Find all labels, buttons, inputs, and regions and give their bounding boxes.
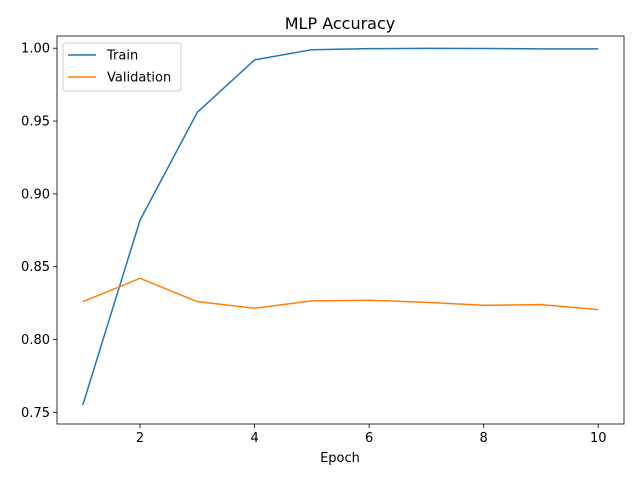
y-tick-label: 0.80: [21, 333, 50, 348]
y-tick-label: 1.00: [21, 42, 50, 57]
y-tick-label: 0.85: [21, 260, 50, 275]
y-axis: 0.75 0.80 0.85 0.90 0.95 1.00: [21, 42, 57, 421]
x-axis-label: Epoch: [320, 451, 360, 466]
x-tick-label: 2: [136, 431, 144, 446]
y-tick-label: 0.90: [21, 187, 50, 202]
x-tick-label: 8: [480, 431, 488, 446]
x-tick-label: 4: [250, 431, 258, 446]
plot-area: [56, 35, 625, 425]
x-tick-label: 6: [365, 431, 373, 446]
x-axis: 2 4 6 8 10: [136, 424, 607, 446]
series-line-validation: [82, 277, 599, 311]
legend-label-train: Train: [106, 49, 138, 64]
series-line-train: [82, 47, 599, 406]
legend: Train Validation: [62, 42, 182, 92]
x-tick-label: 10: [590, 431, 607, 446]
plot-frame: [56, 35, 625, 425]
chart-title: MLP Accuracy: [285, 14, 396, 33]
y-tick-label: 0.75: [21, 406, 50, 421]
y-tick-label: 0.95: [21, 115, 50, 130]
legend-label-validation: Validation: [107, 71, 171, 86]
